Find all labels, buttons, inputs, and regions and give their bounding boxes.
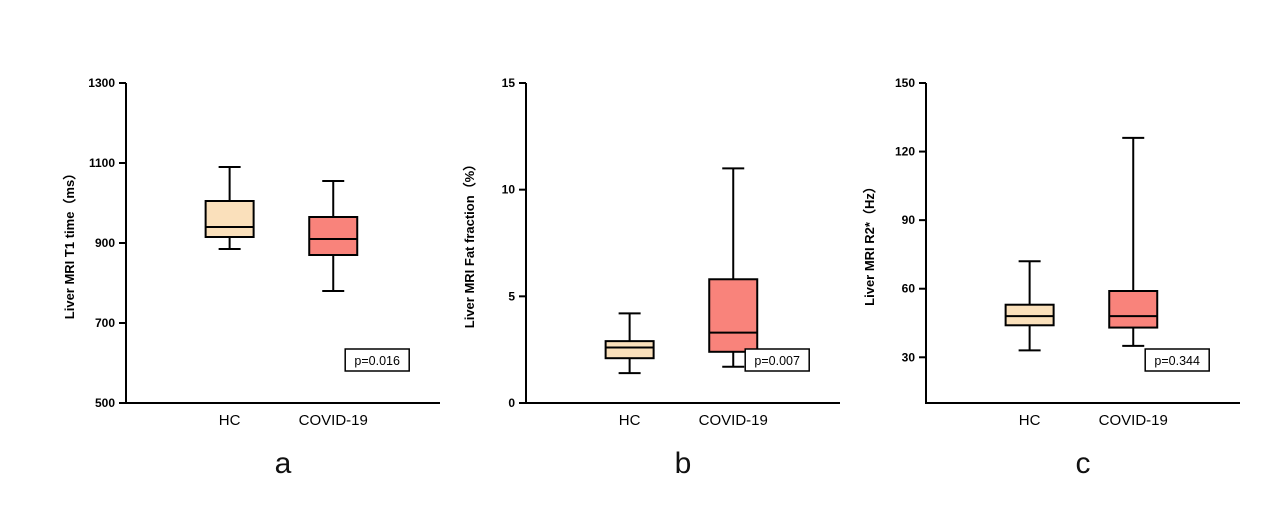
panel-letter-c: c [1075,447,1091,480]
p-value-box: p=0.344 [1144,348,1210,372]
category-label: COVID-19 [699,412,768,429]
y-tick-label: 15 [502,76,516,90]
iqr-box [1108,290,1159,329]
panel-a: 500 700 900 1100 1300 Liver MRI T1 time（ms） HC… [58,73,458,512]
axes: 500 700 900 1100 1300 [88,76,440,410]
iqr-box [1004,303,1055,327]
panel-letter-b: b [674,447,692,480]
boxplot-liver-r2star: 30 60 90 120 150 Liver MRI R2*（Hz） HC COVID-19 p… [862,76,1240,429]
boxplot-liver-t1: 500 700 900 1100 1300 Liver MRI T1 time（ms） HC… [62,76,440,429]
y-axis-title: Liver MRI T1 time（ms） [62,167,77,319]
category-label: COVID-19 [1099,412,1168,429]
panel-c: 30 60 90 120 150 Liver MRI R2*（Hz） HC COVID-19 p… [858,73,1258,512]
y-axis-title: Liver MRI R2*（Hz） [862,180,877,306]
p-value-label: p=0.016 [354,354,400,368]
iqr-box [204,200,255,238]
y-tick-label: 1300 [88,76,115,90]
y-tick-label: 90 [902,213,916,227]
y-axis-title: Liver MRI Fat fraction（%） [462,158,477,328]
y-tick-label: 60 [902,282,916,296]
y-tick-label: 700 [95,316,115,330]
box-COVID-19 [308,180,359,292]
y-tick-label: 30 [902,350,916,364]
axes: 30 60 90 120 150 [895,76,1240,404]
y-tick-label: 120 [895,145,915,159]
y-tick-label: 0 [508,396,515,410]
iqr-box [708,278,759,353]
p-value-border [1144,348,1210,372]
y-tick-label: 10 [502,183,516,197]
box-HC [1004,260,1055,352]
p-value-label: p=0.344 [1154,354,1200,368]
box-COVID-19 [708,167,759,368]
category-label: HC [219,412,241,429]
p-value-box: p=0.007 [744,348,810,372]
p-value-border [344,348,410,372]
panel-b: 0 5 10 15 Liver MRI Fat fraction（%） HC COVID-1… [458,73,858,512]
p-value-label: p=0.007 [754,354,800,368]
y-tick-label: 1100 [89,156,115,170]
y-tick-label: 900 [95,236,115,250]
iqr-box [308,216,359,256]
box-HC [604,312,655,375]
y-tick-label: 500 [95,396,115,410]
category-label: HC [1019,412,1041,429]
y-tick-label: 5 [508,289,515,303]
category-label: HC [619,412,641,429]
p-value-box: p=0.016 [344,348,410,372]
panel-letter-a: a [274,447,292,480]
boxplot-liver-fat-fraction: 0 5 10 15 Liver MRI Fat fraction（%） HC COVID-1… [462,76,840,429]
iqr-box [604,340,655,360]
y-tick-label: 150 [895,76,915,90]
box-HC [204,166,255,250]
p-value-border [744,348,810,372]
box-COVID-19 [1108,136,1159,347]
category-label: COVID-19 [299,412,368,429]
axes: 0 5 10 15 [502,76,840,410]
